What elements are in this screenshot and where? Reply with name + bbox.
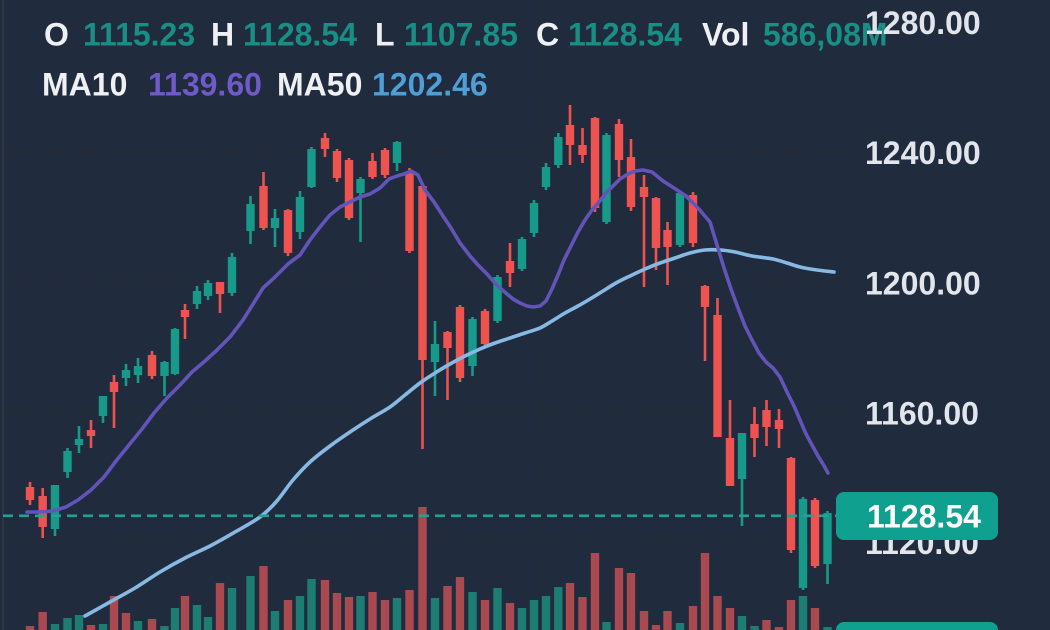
svg-text:1107.85: 1107.85	[404, 17, 518, 53]
svg-text:H: H	[211, 17, 234, 53]
svg-text:1139.60: 1139.60	[148, 67, 262, 103]
svg-text:1128.54: 1128.54	[867, 499, 981, 535]
svg-text:MA10: MA10	[42, 67, 127, 103]
svg-text:MA50: MA50	[277, 67, 362, 103]
svg-text:1200.00: 1200.00	[865, 266, 981, 302]
svg-text:1240.00: 1240.00	[865, 135, 981, 171]
svg-text:1128.54: 1128.54	[243, 17, 357, 53]
svg-text:1202.46: 1202.46	[372, 67, 488, 103]
svg-text:L: L	[375, 17, 395, 53]
svg-text:O: O	[44, 17, 69, 53]
svg-text:1160.00: 1160.00	[865, 395, 979, 431]
svg-text:1115.23: 1115.23	[83, 17, 195, 53]
svg-text:1128.54: 1128.54	[568, 17, 682, 53]
svg-text:1280.00: 1280.00	[865, 5, 981, 41]
svg-text:Vol: Vol	[702, 17, 749, 53]
svg-text:586,08M: 586,08M	[763, 17, 888, 53]
svg-text:C: C	[536, 17, 559, 53]
